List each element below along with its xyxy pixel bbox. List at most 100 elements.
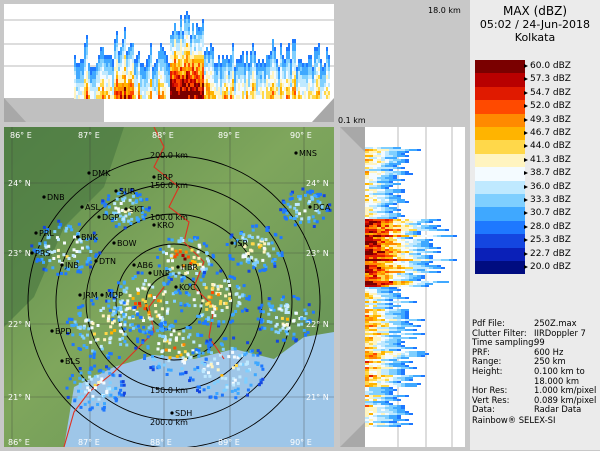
profile-cell — [405, 377, 409, 379]
radar-echo-cell — [270, 327, 274, 331]
profile-cell — [150, 95, 152, 99]
profile-cell — [417, 219, 421, 221]
profile-cell — [397, 277, 401, 279]
profile-cell — [194, 47, 196, 51]
profile-cell — [405, 155, 409, 157]
profile-cell — [397, 197, 401, 199]
colorbar-label: 38.7 dBZ — [524, 168, 571, 179]
profile-cell — [228, 71, 230, 75]
profile-cell — [365, 259, 369, 261]
profile-cell — [381, 393, 385, 395]
profile-cell — [102, 67, 104, 71]
profile-cell — [365, 289, 369, 291]
radar-echo-cell — [114, 386, 118, 390]
profile-cell — [393, 197, 397, 199]
profile-cell — [220, 67, 222, 71]
profile-cell — [389, 259, 393, 261]
profile-cell — [397, 293, 401, 295]
profile-cell — [214, 75, 216, 79]
profile-cell — [393, 235, 397, 237]
profile-cell — [294, 39, 296, 43]
profile-cell — [373, 179, 377, 181]
profile-cell — [385, 333, 389, 335]
profile-cell — [377, 243, 381, 245]
radar-echo-cell — [153, 358, 157, 362]
radar-echo-cell — [78, 385, 82, 389]
radar-echo-cell — [138, 315, 142, 319]
profile-cell — [377, 325, 381, 327]
profile-cell — [369, 175, 373, 177]
profile-cell — [174, 23, 176, 27]
profile-cell — [393, 289, 397, 291]
profile-cell — [148, 55, 150, 59]
profile-cell — [110, 59, 112, 63]
profile-cell — [218, 83, 220, 87]
radar-echo-cell — [85, 318, 89, 322]
profile-cell — [373, 295, 377, 297]
profile-cell — [385, 407, 389, 409]
profile-cell — [393, 223, 397, 225]
side-profile-echoes — [365, 147, 457, 427]
profile-cell — [373, 339, 377, 341]
profile-cell — [381, 273, 385, 275]
radar-echo-cell — [267, 297, 271, 301]
radar-echo-cell — [300, 217, 304, 221]
profile-cell — [393, 315, 397, 317]
profile-cell — [365, 199, 369, 201]
radar-echo-cell — [68, 377, 72, 381]
profile-cell — [136, 75, 138, 79]
profile-cell — [232, 59, 234, 63]
profile-cell — [393, 319, 397, 321]
radar-echo-cell — [110, 331, 114, 335]
profile-cell — [174, 47, 176, 51]
radar-echo-cell — [198, 390, 201, 394]
profile-cell — [401, 361, 405, 363]
radar-echo-cell — [85, 262, 89, 266]
profile-cell — [413, 353, 417, 355]
profile-cell — [204, 75, 206, 79]
radar-echo-cell — [103, 338, 107, 342]
profile-cell — [369, 237, 373, 239]
metadata-value: 99 — [534, 337, 545, 348]
profile-cell — [298, 59, 300, 63]
profile-cell — [142, 63, 144, 67]
radar-echo-cell — [167, 368, 170, 372]
profile-cell — [401, 321, 405, 323]
radar-echo-cell — [317, 194, 321, 198]
profile-cell — [417, 265, 421, 267]
profile-cell — [389, 327, 393, 329]
profile-cell — [393, 281, 397, 283]
profile-cell — [120, 59, 122, 63]
profile-cell — [98, 55, 100, 59]
radar-echo-cell — [201, 369, 205, 373]
profile-cell — [365, 331, 369, 333]
colorbar-label: 20.0 dBZ — [524, 262, 571, 272]
radar-echo-cell — [120, 317, 123, 321]
radar-echo-cell — [314, 208, 318, 212]
profile-cell — [365, 421, 369, 423]
profile-cell — [397, 269, 401, 271]
radar-echoes — [30, 187, 332, 412]
profile-cell — [294, 47, 296, 51]
profile-cell — [397, 201, 401, 203]
profile-cell — [373, 219, 377, 221]
profile-cell — [94, 67, 96, 71]
profile-cell — [381, 199, 385, 201]
profile-cell — [276, 87, 278, 91]
radar-echo-cell — [236, 381, 240, 385]
profile-cell — [174, 79, 176, 83]
profile-cell — [212, 75, 214, 79]
svg-text:89° E: 89° E — [218, 438, 240, 447]
profile-cell — [146, 71, 148, 75]
profile-cell — [152, 83, 154, 87]
profile-cell — [421, 259, 425, 261]
radar-echo-cell — [218, 302, 222, 306]
profile-cell — [150, 55, 152, 59]
radar-echo-cell — [122, 288, 126, 292]
profile-cell — [385, 149, 389, 151]
radar-echo-cell — [294, 311, 298, 315]
radar-echo-cell — [111, 318, 115, 321]
profile-cell — [413, 265, 417, 267]
svg-text:90° E: 90° E — [290, 438, 312, 447]
profile-cell — [369, 351, 373, 353]
